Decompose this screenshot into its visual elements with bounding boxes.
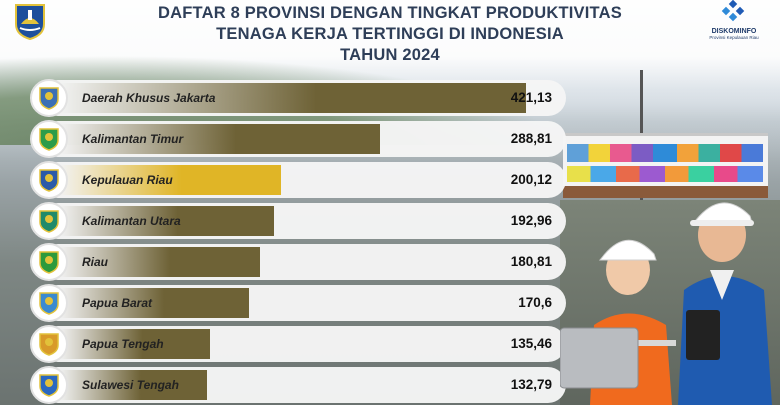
bar-row: Kepulauan Riau 200,12 [30,161,566,199]
title-line-3: TAHUN 2024 [340,46,440,64]
value-label: 200,12 [510,172,552,187]
logo-subtitle: Provinsi Kepulauan Riau [709,35,759,40]
bar-row: Daerah Khusus Jakarta 421,13 [30,79,566,117]
workers-illustration [560,202,772,405]
value-label: 180,81 [510,254,552,269]
bar-row: Kalimantan Timur 288,81 [30,120,566,158]
bar [60,165,281,195]
diskominfo-logo: DISKOMINFO Provinsi Kepulauan Riau [700,0,768,42]
province-emblem-icon [30,366,68,404]
category-label: Sulawesi Tengah [82,378,179,392]
category-label: Kalimantan Utara [82,214,181,228]
category-label: Riau [82,255,109,269]
bar-row: Riau 180,81 [30,243,566,281]
value-label: 170,6 [518,295,552,310]
bar [60,206,274,236]
bar [60,288,249,318]
bar [60,370,207,400]
value-label: 135,46 [510,336,552,351]
value-label: 132,79 [510,377,552,392]
value-label: 421,13 [510,90,552,105]
category-label: Kepulauan Riau [82,173,173,187]
bar-row: Papua Barat 170,6 [30,284,566,322]
value-label: 288,81 [510,131,552,146]
category-label: Kalimantan Timur [82,132,184,146]
bar [60,329,210,359]
title-line-2: TENAGA KERJA TERTINGGI DI INDONESIA [216,25,564,43]
bar [60,247,260,277]
category-label: Daerah Khusus Jakarta [82,91,216,105]
category-label: Papua Tengah [82,337,164,351]
province-emblem-icon [30,161,68,199]
bar [60,83,526,113]
bar-row: Kalimantan Utara 192,96 [30,202,566,240]
value-label: 192,96 [510,213,552,228]
bar-row: Sulawesi Tengah 132,79 [30,366,566,404]
province-emblem-icon [30,202,68,240]
bar-row: Papua Tengah 135,46 [30,325,566,363]
province-emblem-icon [30,243,68,281]
category-label: Papua Barat [82,296,153,310]
province-logo-icon [12,2,48,41]
province-emblem-icon [30,325,68,363]
chart-title: DAFTAR 8 PROVINSI DENGAN TINGKAT PRODUKT… [100,3,680,66]
diskominfo-icon [721,0,745,22]
province-emblem-icon [30,79,68,117]
logo-name: DISKOMINFO [711,28,757,35]
title-line-1: DAFTAR 8 PROVINSI DENGAN TINGKAT PRODUKT… [158,4,622,22]
background-building [563,133,768,198]
province-emblem-icon [30,284,68,322]
bar [60,124,380,154]
province-emblem-icon [30,120,68,158]
